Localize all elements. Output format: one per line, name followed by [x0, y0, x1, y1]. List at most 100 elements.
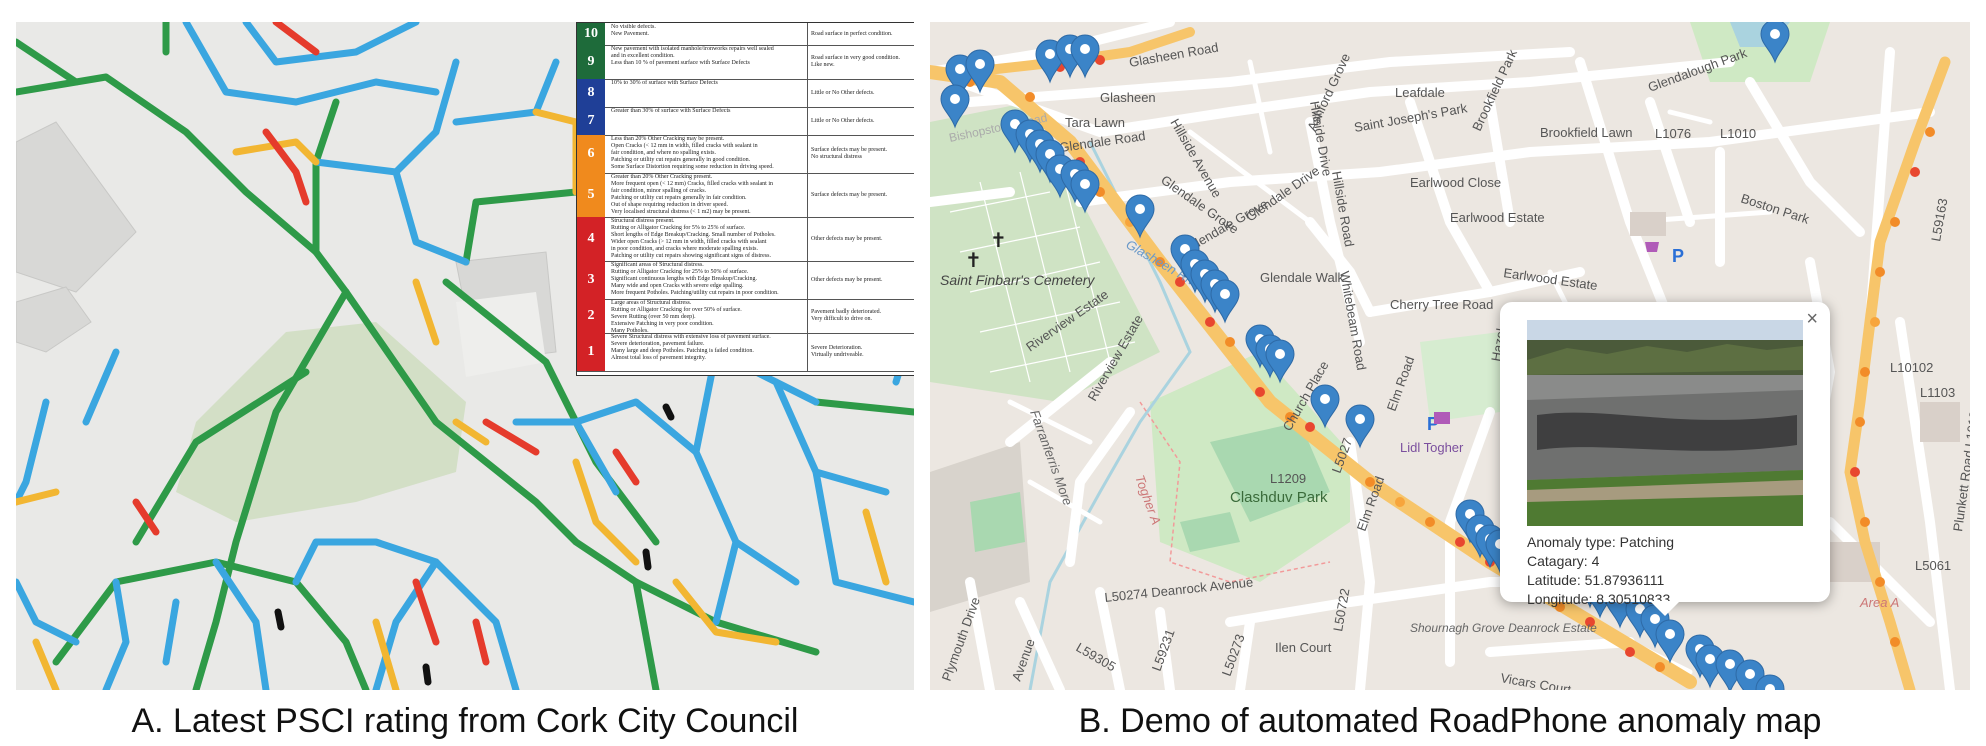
map-marker-icon[interactable] [1310, 384, 1340, 429]
map-marker-icon[interactable] [1070, 169, 1100, 214]
anomaly-dot[interactable] [1625, 647, 1635, 657]
anomaly-dot[interactable] [1255, 387, 1265, 397]
road-segment [572, 458, 640, 566]
map-marker-icon[interactable] [1345, 404, 1375, 449]
anomaly-dot[interactable] [1555, 602, 1565, 612]
anomaly-dot[interactable] [1875, 267, 1885, 277]
cross-icon: ✝ [990, 230, 1007, 252]
anomaly-dot[interactable] [1225, 337, 1235, 347]
road-segment [392, 168, 470, 266]
legend-note: Other defects may be present. [807, 217, 914, 261]
close-icon[interactable]: × [1806, 308, 1818, 330]
map-marker-icon[interactable] [1265, 339, 1295, 384]
anomaly-dot[interactable] [1155, 257, 1165, 267]
road-segment [312, 98, 340, 256]
road-segment [642, 548, 652, 571]
legend-rating: 4 [577, 217, 605, 261]
map-marker-icon[interactable] [1760, 22, 1790, 64]
pitch-area [970, 492, 1025, 552]
road-segment [712, 538, 740, 626]
map-marker-dot [1010, 119, 1020, 129]
map-label: Earlwood Close [1410, 175, 1501, 190]
anomaly-dot[interactable] [1095, 55, 1105, 65]
legend-row: 6 Less than 20% Other Cracking may be pre… [577, 135, 914, 174]
anomaly-dot[interactable] [1850, 467, 1860, 477]
map-marker-icon[interactable] [1125, 194, 1155, 239]
anomaly-dot[interactable] [1855, 417, 1865, 427]
anomaly-dot[interactable] [1860, 367, 1870, 377]
anomaly-dot[interactable] [1890, 637, 1900, 647]
anomaly-dot[interactable] [1455, 537, 1465, 547]
psci-legend-table: 10 No visible defects. New Pavement. Road … [576, 22, 914, 376]
road-segment [102, 578, 130, 690]
legend-note: Surface defects may be present. No struc… [807, 135, 914, 173]
map-marker-dot [1665, 629, 1675, 639]
road-segment [16, 488, 60, 506]
road-segment [662, 403, 675, 421]
anomaly-dot[interactable] [1910, 167, 1920, 177]
legend-rating: 8 [577, 79, 605, 107]
anomaly-dot[interactable] [1875, 577, 1885, 587]
legend-row: 1 Severe Structural distress with extensi… [577, 333, 914, 372]
legend-row: 10 No visible defects. New Pavement. Road … [577, 23, 914, 46]
road-segment [772, 378, 890, 496]
map-label: Area A [1859, 595, 1899, 610]
road-segment [16, 38, 80, 86]
map-label: L1010 [1720, 126, 1756, 141]
legend-row: 5 Greater than 20% Other Cracking present… [577, 173, 914, 218]
anomaly-dot[interactable] [1395, 497, 1405, 507]
map-label: Glasheen [1100, 90, 1156, 105]
road-segment [242, 22, 420, 66]
map-marker-icon[interactable] [965, 49, 995, 94]
anomaly-dot[interactable] [1425, 517, 1435, 527]
legend-note: Little or No Other defects. [807, 107, 914, 135]
map-marker-dot [1220, 289, 1230, 299]
map-label: Lidl Togher [1400, 440, 1464, 455]
river [1028, 141, 1192, 690]
map-marker-dot [1135, 204, 1145, 214]
road-segment [32, 638, 60, 690]
surveyed-route-east [1844, 56, 1951, 690]
road-segment [672, 578, 780, 646]
anomaly-dot[interactable] [1205, 317, 1215, 327]
road-segment [612, 448, 640, 486]
map-label: L1209 [1270, 471, 1306, 486]
anomaly-dot[interactable] [1365, 477, 1375, 487]
map-label: L5061 [1915, 558, 1951, 573]
map-marker-icon[interactable] [940, 84, 970, 129]
road-segment [232, 138, 320, 166]
map-marker-icon[interactable] [1755, 674, 1785, 690]
anomaly-dot[interactable] [1585, 617, 1595, 627]
legend-description: Large areas of Structural distress. Rutt… [611, 300, 742, 334]
legend-note: Pavement badly deteriorated. Very diffic… [807, 299, 914, 333]
anomaly-dot[interactable] [1305, 422, 1315, 432]
legend-description: Less than 20% Other Cracking may be pres… [611, 136, 774, 170]
anomaly-dot[interactable] [1285, 412, 1295, 422]
map-marker-icon[interactable] [1070, 34, 1100, 79]
anomaly-dot[interactable] [1655, 662, 1665, 672]
map-marker-icon[interactable] [1210, 279, 1240, 324]
legend-description: No visible defects. New Pavement. [611, 24, 656, 37]
anomaly-dot[interactable] [1870, 317, 1880, 327]
cemetery-label: Saint Finbarr's Cemetery [940, 272, 1095, 288]
road-segment [452, 418, 490, 446]
legend-description: New pavement with isolated manhole/ironw… [611, 46, 774, 66]
map-marker-dot [1180, 244, 1190, 254]
map-label: Tara Lawn [1065, 115, 1125, 130]
caption-b: B. Demo of automated RoadPhone anomaly m… [1078, 702, 1822, 740]
anomaly-dot[interactable] [1025, 92, 1035, 102]
popup-pointer [1650, 601, 1680, 616]
anomaly-dot[interactable] [1860, 517, 1870, 527]
surveyed-route [930, 65, 1697, 689]
anomaly-dot[interactable] [1175, 277, 1185, 287]
map-marker-dot [1355, 414, 1365, 424]
legend-row: 7 Greater than 30% of surface with Surfac… [577, 107, 914, 136]
green-area [1420, 332, 1500, 422]
legend-row: 9 New pavement with isolated manhole/iron… [577, 45, 914, 80]
map-label: Cherry Tree Road [1390, 297, 1493, 312]
road-segment [16, 398, 50, 506]
anomaly-dot[interactable] [1890, 217, 1900, 227]
map-marker-icon[interactable] [1655, 619, 1685, 664]
anomaly-dot[interactable] [1925, 127, 1935, 137]
road-segment [274, 608, 285, 631]
